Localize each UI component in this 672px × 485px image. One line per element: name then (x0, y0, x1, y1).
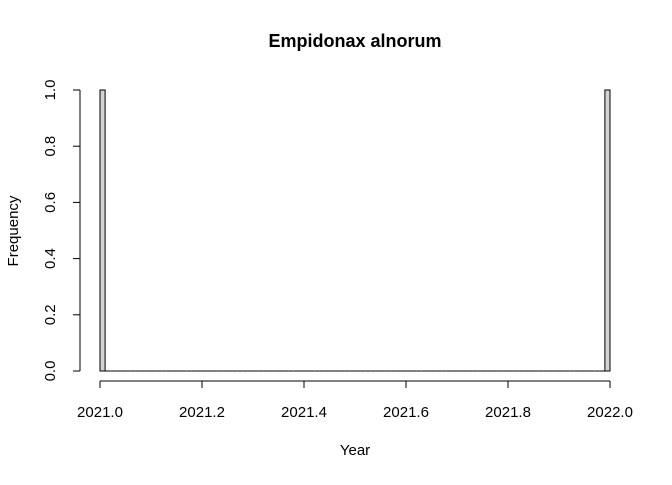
y-tick-label: 0.0 (42, 361, 59, 382)
chart-title: Empidonax alnorum (268, 31, 441, 51)
y-tick-label: 0.6 (42, 192, 59, 213)
y-axis-label: Frequency (5, 195, 22, 266)
y-tick-label: 0.2 (42, 304, 59, 325)
x-tick-label: 2022.0 (587, 404, 633, 421)
x-tick-label: 2021.4 (281, 404, 327, 421)
y-tick-label: 1.0 (42, 80, 59, 101)
x-axis: 2021.0 2021.2 2021.4 2021.6 2021.8 2022.0 (77, 380, 633, 421)
y-tick-label: 0.8 (42, 136, 59, 157)
x-tick-label: 2021.6 (383, 404, 429, 421)
x-tick-label: 2021.2 (179, 404, 225, 421)
histogram-bar (604, 89, 611, 372)
y-tick-label: 0.4 (42, 248, 59, 269)
y-axis: 0.0 0.2 0.4 0.6 0.8 1.0 (42, 80, 81, 382)
x-axis-label: Year (340, 442, 370, 459)
x-tick-label: 2021.0 (77, 404, 123, 421)
x-tick-label: 2021.8 (485, 404, 531, 421)
histogram-bar (99, 89, 106, 372)
bars-layer (99, 89, 611, 372)
